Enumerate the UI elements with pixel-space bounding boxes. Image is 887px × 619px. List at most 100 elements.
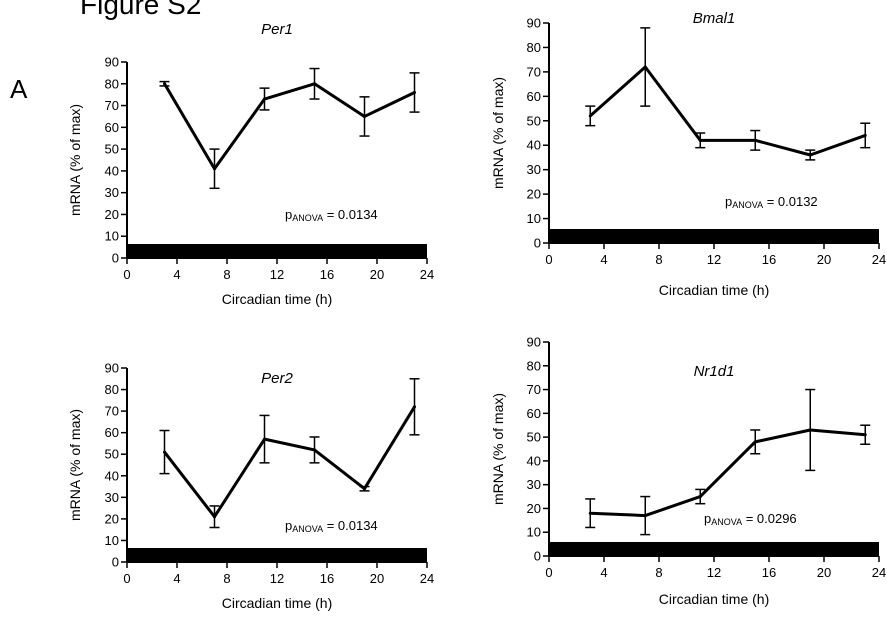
x-tick-label: 24 (420, 571, 434, 586)
y-tick-label: 30 (527, 162, 541, 177)
y-tick-label: 20 (105, 511, 119, 526)
data-point (313, 82, 316, 86)
series-line (589, 65, 866, 157)
figure-title: Figure S2 (80, 0, 202, 20)
chart-per1: Per1 0 10 20 30 40 50 60 70 80 90 0 4 8 12 16 20 24 Circad… (67, 21, 434, 307)
data-point (313, 448, 316, 452)
x-tick-label: 20 (817, 252, 831, 267)
data-point (698, 138, 702, 142)
y-tick-label: 50 (105, 447, 119, 462)
data-point (363, 114, 366, 118)
x-tick-label: 24 (872, 565, 886, 580)
y-tick-label: 80 (527, 40, 541, 55)
y-tick-label: 80 (527, 358, 541, 373)
data-point (588, 114, 592, 118)
x-tick-label: 4 (173, 267, 180, 282)
x-tick-label: 16 (320, 267, 334, 282)
y-tick-label: 40 (105, 163, 119, 178)
data-point (808, 153, 812, 157)
x-tick-label: 0 (123, 267, 130, 282)
data-point (698, 495, 702, 499)
data-point (863, 433, 867, 437)
data-point (808, 428, 812, 432)
y-tick-label: 10 (527, 211, 541, 226)
chart-nr1d1: Nr1d1 0 10 20 30 40 50 60 70 80 90 0 4 8 12 16 20 24 Circa… (490, 335, 886, 608)
y-tick-label: 70 (105, 98, 119, 113)
x-tick-label: 0 (545, 252, 552, 267)
x-tick-label: 8 (223, 571, 230, 586)
chart-bmal1: Bmal1 0 10 20 30 40 50 60 70 80 90 0 4 8 12 16 20 24 Circa… (490, 10, 886, 298)
y-axis-label: mRNA (% of max) (490, 393, 506, 505)
y-tick-label: 70 (105, 404, 119, 419)
y-tick-label: 70 (527, 64, 541, 79)
x-axis-label: Circadian time (h) (659, 591, 769, 607)
data-point (753, 138, 757, 142)
y-tick-label: 0 (534, 236, 541, 251)
y-tick-label: 30 (105, 185, 119, 200)
series-line (163, 406, 416, 519)
data-point (263, 97, 266, 101)
x-axis-label: Circadian time (h) (659, 282, 769, 298)
x-tick-label: 16 (762, 252, 776, 267)
x-tick-label: 8 (655, 565, 662, 580)
y-tick-label: 10 (527, 525, 541, 540)
data-point (213, 515, 216, 519)
data-point (213, 167, 216, 171)
x-tick-label: 0 (123, 571, 130, 586)
chart-title: Per1 (261, 21, 293, 38)
y-tick-label: 40 (105, 468, 119, 483)
y-tick-label: 90 (527, 16, 541, 31)
y-tick-label: 60 (105, 120, 119, 135)
x-tick-label: 20 (370, 267, 384, 282)
y-tick-label: 10 (105, 533, 119, 548)
x-tick-label: 8 (223, 267, 230, 282)
dark-phase-bar (549, 229, 879, 243)
y-tick-label: 20 (527, 187, 541, 202)
y-tick-label: 70 (527, 382, 541, 397)
series-line (163, 82, 416, 171)
data-point (163, 450, 166, 454)
series-line (590, 428, 866, 518)
data-point (753, 440, 757, 444)
p-value-annotation: pANOVA = 0.0134 (285, 207, 378, 223)
x-tick-label: 4 (600, 252, 607, 267)
x-tick-label: 12 (707, 252, 721, 267)
y-tick-label: 90 (527, 335, 541, 350)
y-tick-label: 60 (527, 406, 541, 421)
y-axis-label: mRNA (% of max) (490, 77, 506, 189)
y-tick-label: 10 (105, 229, 119, 244)
chart-per2: Per2 0 10 20 30 40 50 60 70 80 90 0 4 8 12 16 20 24 Circad… (67, 361, 434, 612)
y-axis-label: mRNA (% of max) (67, 104, 83, 216)
y-tick-label: 0 (112, 555, 119, 570)
x-tick-label: 24 (872, 252, 886, 267)
data-point (163, 82, 166, 86)
x-tick-label: 16 (320, 571, 334, 586)
y-tick-label: 80 (105, 76, 119, 91)
y-tick-label: 50 (527, 430, 541, 445)
y-tick-label: 20 (527, 501, 541, 516)
data-point (643, 514, 647, 518)
y-tick-label: 90 (105, 55, 119, 70)
dark-phase-bar (127, 548, 427, 562)
x-tick-label: 20 (370, 571, 384, 586)
x-tick-label: 12 (270, 571, 284, 586)
data-point (863, 133, 867, 137)
dark-phase-bar (127, 244, 427, 258)
x-tick-label: 24 (420, 267, 434, 282)
x-axis-label: Circadian time (h) (222, 595, 332, 611)
dark-phase-bar (549, 542, 879, 556)
x-tick-label: 8 (655, 252, 662, 267)
y-axis-label: mRNA (% of max) (67, 409, 83, 521)
data-point (363, 487, 366, 491)
p-value-annotation: pANOVA = 0.0132 (725, 194, 818, 210)
y-tick-label: 60 (527, 89, 541, 104)
data-point (413, 90, 416, 94)
y-tick-label: 40 (527, 453, 541, 468)
y-tick-label: 30 (527, 477, 541, 492)
y-tick-label: 0 (534, 549, 541, 564)
data-point (263, 437, 266, 441)
p-value-annotation: pANOVA = 0.0134 (285, 518, 378, 534)
y-tick-label: 80 (105, 382, 119, 397)
y-tick-label: 50 (105, 142, 119, 157)
x-tick-label: 12 (707, 565, 721, 580)
